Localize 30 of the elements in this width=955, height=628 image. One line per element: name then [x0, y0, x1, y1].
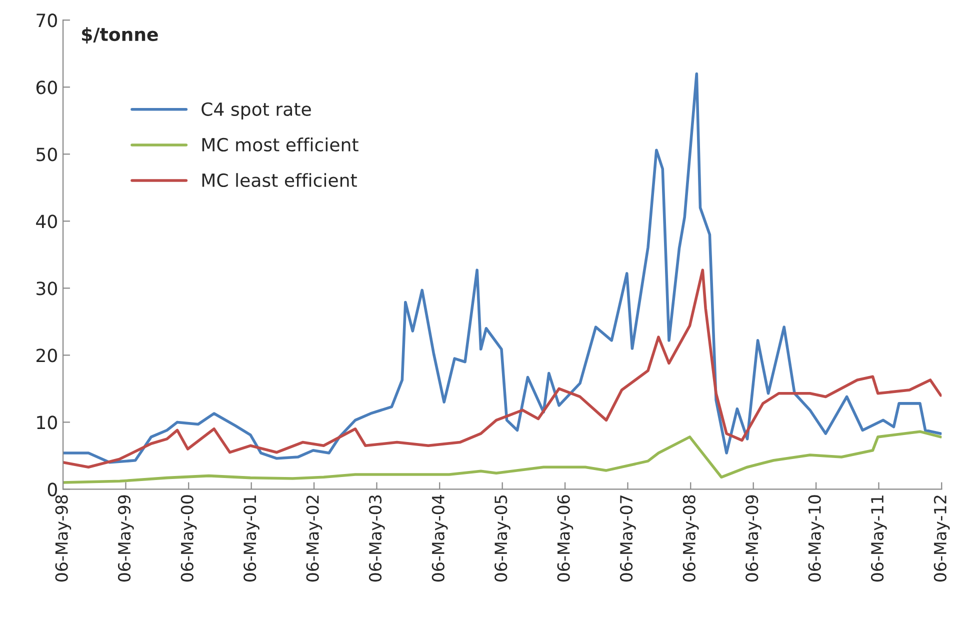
x-tick-label: 06-May-99	[118, 495, 134, 582]
y-tick-label: 10	[37, 416, 57, 430]
legend-label: MC most efficient	[202, 138, 358, 152]
y-tick-label: 40	[36, 214, 57, 228]
x-tick-label: 06-May-98	[55, 495, 72, 582]
line-series	[63, 72, 942, 464]
line-series	[63, 430, 942, 484]
y-tick-label: 30	[36, 282, 57, 296]
legend-label: C4 spot rate	[202, 102, 311, 120]
y-tick-label: 60	[36, 80, 57, 94]
x-tick-label: 06-May-01	[244, 496, 260, 582]
x-tick-label: 06-May-08	[682, 495, 699, 582]
x-tick-label: 06-May-00	[180, 495, 197, 582]
line-series	[63, 268, 942, 468]
y-tick-label: 0	[48, 482, 57, 496]
x-tick-label: 06-May-04	[432, 495, 448, 582]
x-tick-label: 06-May-06	[557, 495, 574, 582]
y-axis-title: $/tonne	[82, 27, 158, 44]
x-tick-label: 06-May-07	[620, 496, 636, 582]
x-tick-label: 06-May-02	[306, 496, 322, 582]
legend-label: MC least efficient	[202, 173, 357, 188]
x-tick-label: 06-May-09	[746, 495, 762, 582]
x-tick-label: 06-May-03	[368, 495, 385, 582]
x-tick-label: 06-May-12	[934, 496, 950, 582]
x-tick-label: 06-May-10	[808, 495, 824, 582]
y-tick-label: 50	[36, 148, 57, 162]
y-tick-label: 70	[36, 14, 57, 28]
y-tick-label: 20	[36, 348, 57, 362]
x-tick-label: 06-May-05	[494, 496, 510, 582]
x-tick-label: 06-May-11	[870, 496, 887, 582]
